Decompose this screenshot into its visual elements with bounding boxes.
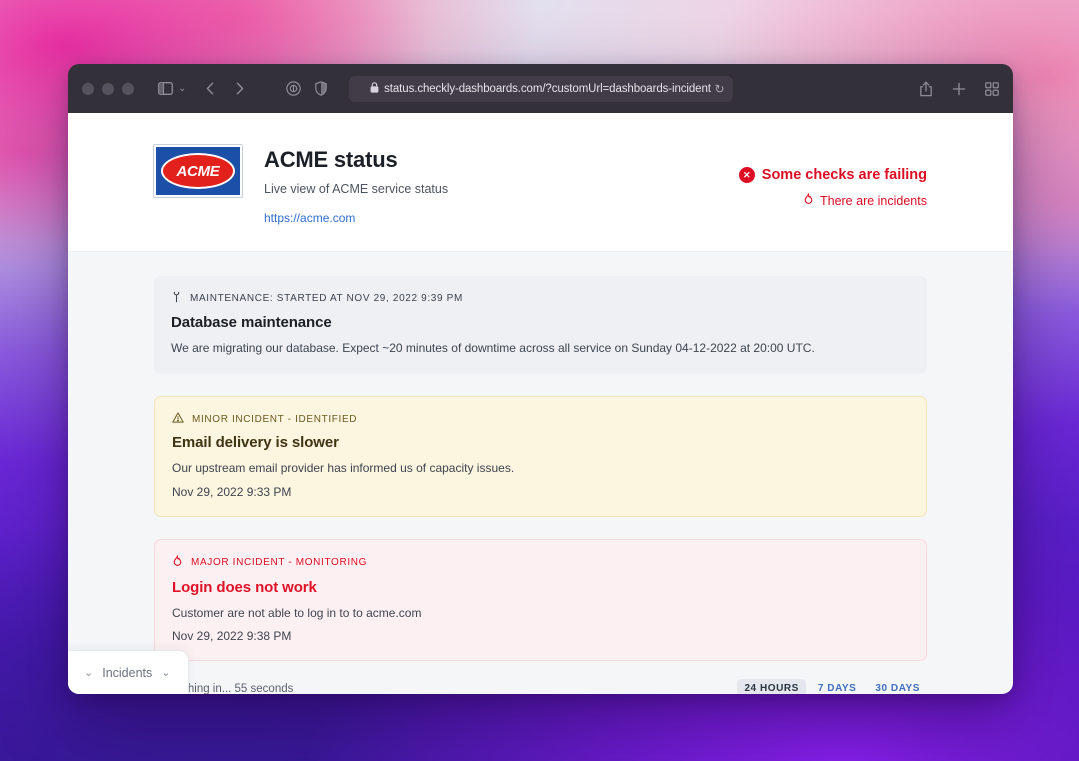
minor-incident-time: Nov 29, 2022 9:33 PM bbox=[172, 484, 292, 499]
tab-24-hours[interactable]: 24 HOURS bbox=[737, 679, 806, 694]
address-bar[interactable]: status.checkly-dashboards.com/?customUrl… bbox=[348, 75, 733, 102]
header-status-group: ✕ Some checks are failing There are inci… bbox=[738, 145, 927, 209]
chevron-down-icon[interactable]: ⌄ bbox=[161, 667, 171, 679]
tab-30-days[interactable]: 30 DAYS bbox=[875, 683, 920, 694]
forward-chevron-icon[interactable] bbox=[236, 82, 244, 95]
maximize-window-button[interactable] bbox=[122, 82, 134, 95]
page-viewport: ACME ACME status Live view of ACME servi… bbox=[68, 113, 1013, 694]
status-banner-failing: ✕ Some checks are failing bbox=[738, 167, 927, 183]
browser-window: ⌄ sta bbox=[68, 64, 1013, 694]
tab-overview-icon[interactable] bbox=[985, 81, 999, 96]
minimize-window-button[interactable] bbox=[102, 82, 114, 95]
major-incident-body: Customer are not able to log in to to ac… bbox=[172, 605, 422, 620]
page-content: MAINTENANCE: STARTED AT Nov 29, 2022 9:3… bbox=[68, 252, 1013, 694]
minor-incident-card: MINOR INCIDENT - IDENTIFIED Email delive… bbox=[154, 396, 927, 517]
major-incident-kicker: MAJOR INCIDENT - MONITORING bbox=[172, 555, 909, 571]
site-header: ACME ACME status Live view of ACME servi… bbox=[68, 113, 1013, 252]
site-header-text: ACME status Live view of ACME service st… bbox=[264, 145, 448, 225]
incidents-widget-label: Incidents bbox=[102, 665, 153, 680]
window-traffic-lights bbox=[82, 82, 134, 95]
toolbar-right-group bbox=[919, 81, 999, 97]
tab-7-days[interactable]: 7 DAYS bbox=[817, 683, 857, 694]
major-incident-kicker-text: MAJOR INCIDENT - MONITORING bbox=[191, 557, 368, 569]
major-incident-card: MAJOR INCIDENT - MONITORING Login does n… bbox=[154, 538, 927, 662]
status-incidents-label: There are incidents bbox=[819, 194, 927, 208]
minor-incident-body: Our upstream email provider has informed… bbox=[172, 461, 515, 476]
maintenance-card: MAINTENANCE: STARTED AT Nov 29, 2022 9:3… bbox=[154, 276, 927, 375]
refresh-row: Refreshing in... 55 seconds 24 HOURS 7 D… bbox=[154, 679, 927, 694]
acme-logo-ellipse: ACME bbox=[161, 153, 235, 189]
plus-icon[interactable] bbox=[952, 82, 966, 96]
acme-wordmark: ACME bbox=[176, 162, 220, 180]
x-circle-icon: ✕ bbox=[738, 167, 755, 183]
minor-incident-title: Email delivery is slower bbox=[172, 434, 339, 452]
status-banner-incidents: There are incidents bbox=[739, 193, 927, 209]
major-incident-time: Nov 29, 2022 9:38 PM bbox=[172, 629, 292, 644]
browser-toolbar: ⌄ sta bbox=[68, 64, 1013, 113]
chevron-down-icon[interactable]: ⌄ bbox=[84, 667, 94, 679]
reload-icon[interactable]: ↻ bbox=[714, 81, 725, 96]
maintenance-body: We are migrating our database. Expect ~2… bbox=[171, 341, 815, 355]
warning-triangle-icon bbox=[172, 412, 184, 426]
back-chevron-icon[interactable] bbox=[206, 82, 214, 95]
flame-icon bbox=[803, 193, 814, 209]
maintenance-kicker: MAINTENANCE: STARTED AT Nov 29, 2022 9:3… bbox=[171, 291, 910, 306]
share-icon[interactable] bbox=[919, 81, 933, 97]
acme-logo: ACME bbox=[153, 144, 243, 198]
sidebar-toggle-icon[interactable] bbox=[158, 82, 173, 95]
flame-icon bbox=[172, 555, 183, 571]
status-failing-label: Some checks are failing bbox=[761, 167, 927, 183]
close-window-button[interactable] bbox=[82, 82, 94, 95]
major-incident-title: Login does not work bbox=[172, 578, 317, 596]
sidebar-chevron-down-icon[interactable]: ⌄ bbox=[178, 83, 187, 94]
page-subtitle: Live view of ACME service status bbox=[264, 182, 449, 196]
maintenance-title: Database maintenance bbox=[171, 314, 332, 331]
privacy-shield-icon[interactable] bbox=[315, 81, 328, 96]
lock-icon bbox=[370, 81, 379, 96]
refresh-countdown-text: Refreshing in... 55 seconds bbox=[154, 682, 294, 694]
site-url-link[interactable]: https://acme.com bbox=[264, 211, 356, 225]
maintenance-kicker-text: MAINTENANCE: STARTED AT Nov 29, 2022 9:3… bbox=[190, 293, 463, 304]
url-text: status.checkly-dashboards.com/?customUrl… bbox=[384, 82, 711, 95]
minor-incident-kicker: MINOR INCIDENT - IDENTIFIED bbox=[172, 412, 909, 426]
minor-incident-kicker-text: MINOR INCIDENT - IDENTIFIED bbox=[192, 413, 358, 425]
reader-view-icon[interactable] bbox=[286, 81, 302, 96]
page-title: ACME status bbox=[264, 147, 398, 172]
incidents-widget[interactable]: ⌄ Incidents ⌄ bbox=[68, 650, 190, 694]
wrench-icon bbox=[171, 291, 182, 306]
period-tabs: 24 HOURS 7 DAYS 30 DAYS bbox=[737, 679, 927, 694]
